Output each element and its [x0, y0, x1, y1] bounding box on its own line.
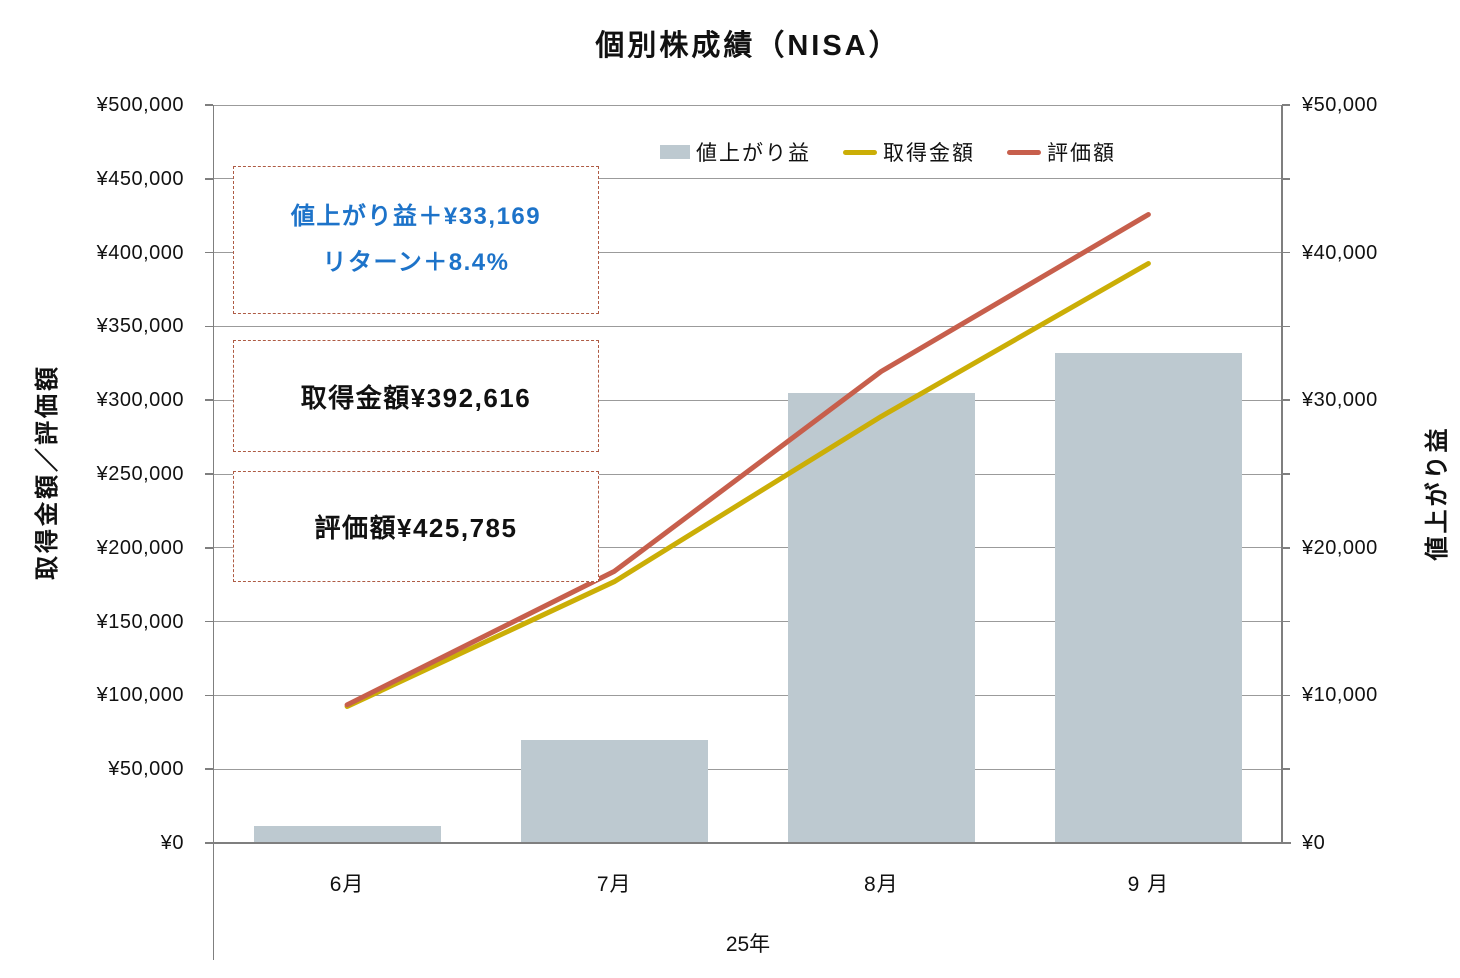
right-axis-tick [1282, 768, 1290, 770]
right-axis-tick [1282, 399, 1290, 401]
annotation-gain-line2: リターン＋8.4% [322, 249, 510, 276]
left-axis-tick [205, 620, 213, 623]
left-axis-line [212, 105, 214, 960]
bar-8月 [787, 392, 975, 843]
right-axis-tick-label: ¥10,000 [1302, 684, 1378, 707]
legend-item-値上がり益: 値上がり益 [660, 137, 811, 167]
right-axis-tick [1282, 251, 1290, 254]
gridline [213, 178, 1282, 180]
left-axis-tick-label: ¥100,000 [96, 684, 184, 707]
gridline [213, 104, 1282, 106]
right-axis-tick [1282, 694, 1290, 697]
left-axis-tick [205, 768, 213, 770]
annotation-valuation-text: 評価額¥425,785 [314, 513, 518, 543]
left-axis-tick-label: ¥150,000 [96, 610, 184, 633]
bottom-axis-line [212, 842, 1291, 844]
left-axis-tick [205, 842, 213, 844]
left-axis-tick-label: ¥500,000 [96, 94, 184, 116]
right-axis-tick-label: ¥0 [1302, 832, 1326, 854]
gridline [213, 768, 1282, 770]
legend-label: 取得金額 [883, 142, 975, 165]
right-axis-tick [1282, 473, 1290, 475]
right-axis-tick-label: ¥40,000 [1302, 241, 1378, 264]
legend-line-swatch-icon [1007, 149, 1041, 155]
x-axis-label: 9 月 [1127, 873, 1170, 896]
right-axis-tick [1282, 547, 1290, 549]
bar-7月 [520, 739, 708, 843]
left-axis-tick [205, 104, 213, 106]
left-axis-tick [205, 473, 213, 475]
left-axis-tick-label: ¥350,000 [96, 315, 184, 338]
left-axis-tick-label: ¥400,000 [96, 241, 184, 264]
legend-item-取得金額: 取得金額 [843, 137, 975, 167]
left-axis-tick [205, 547, 213, 549]
right-axis-line [1281, 105, 1283, 843]
left-axis-tick-label: ¥50,000 [108, 758, 184, 781]
right-axis-tick [1282, 178, 1290, 180]
x-axis-label: 7月 [596, 873, 632, 896]
legend: 値上がり益 取得金額 評価額 [660, 137, 1116, 167]
left-axis-tick [205, 251, 213, 254]
left-axis-tick [205, 178, 213, 180]
annotation-gain-box: 値上がり益＋¥33,169 リターン＋8.4% [233, 166, 599, 314]
bar-9月 [1054, 353, 1242, 843]
left-axis-tick-label: ¥0 [160, 832, 184, 854]
left-axis-title: 取得金額／評価額 [34, 364, 61, 580]
x-axis-label: 8月 [863, 873, 899, 896]
left-axis-tick [205, 694, 213, 697]
right-axis-tick-label: ¥30,000 [1302, 389, 1378, 412]
annotation-acquisition-text: 取得金額¥392,616 [300, 382, 532, 413]
left-axis-tick-label: ¥450,000 [96, 167, 184, 190]
legend-label: 値上がり益 [696, 142, 811, 165]
left-axis-tick-label: ¥200,000 [96, 536, 184, 559]
chart-title: 個別株成績（NISA） [595, 30, 901, 62]
legend-label: 評価額 [1047, 142, 1116, 165]
right-axis-tick [1282, 104, 1290, 106]
right-axis-tick-label: ¥50,000 [1302, 94, 1378, 116]
annotation-gain-line1: 値上がり益＋¥33,169 [290, 203, 542, 230]
right-axis-title: 値上がり益 [1424, 425, 1451, 561]
right-axis-tick-label: ¥20,000 [1302, 536, 1378, 559]
left-axis-tick [205, 325, 213, 328]
bar-6月 [253, 826, 441, 843]
legend-line-swatch-icon [843, 149, 877, 155]
legend-bar-swatch-icon [660, 145, 690, 159]
x-axis-label: 6月 [329, 873, 365, 896]
annotation-valuation-box: 評価額¥425,785 [233, 471, 599, 582]
legend-item-評価額: 評価額 [1007, 137, 1116, 167]
right-axis-tick [1282, 325, 1290, 328]
right-axis-tick [1282, 620, 1290, 623]
left-axis-tick-label: ¥300,000 [96, 389, 184, 412]
x-axis-group-label: 25年 [725, 933, 771, 956]
left-axis-tick-label: ¥250,000 [96, 463, 184, 485]
annotation-acquisition-box: 取得金額¥392,616 [233, 340, 599, 452]
gridline [213, 325, 1282, 327]
left-axis-tick [205, 399, 213, 401]
